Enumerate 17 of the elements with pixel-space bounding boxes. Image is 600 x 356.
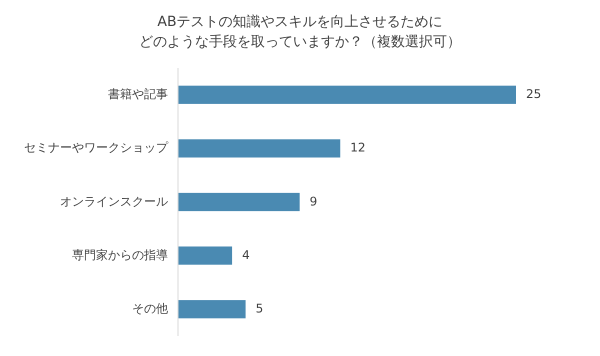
bar bbox=[178, 139, 340, 158]
y-tick-label: その他 bbox=[132, 301, 168, 316]
data-label: 9 bbox=[310, 194, 318, 208]
bar bbox=[178, 86, 516, 104]
bar bbox=[178, 192, 300, 212]
chart-title: ABテストの知識やスキルを向上させるために bbox=[157, 14, 443, 30]
data-label: 25 bbox=[526, 87, 542, 102]
data-label: 4 bbox=[242, 248, 250, 262]
y-tick-label: セミナーやワークショップ bbox=[24, 140, 169, 155]
chart-subtitle: どのような手段を取っていますか？（複数選択可） bbox=[139, 34, 461, 50]
data-label: 12 bbox=[350, 140, 366, 155]
y-tick-label: オンラインスクール bbox=[60, 194, 168, 208]
data-label: 5 bbox=[256, 301, 264, 316]
y-tick-label: 書籍や記事 bbox=[108, 87, 168, 102]
bar bbox=[178, 300, 246, 318]
y-tick-label: 専門家からの指導 bbox=[72, 248, 168, 262]
bar bbox=[178, 246, 232, 265]
